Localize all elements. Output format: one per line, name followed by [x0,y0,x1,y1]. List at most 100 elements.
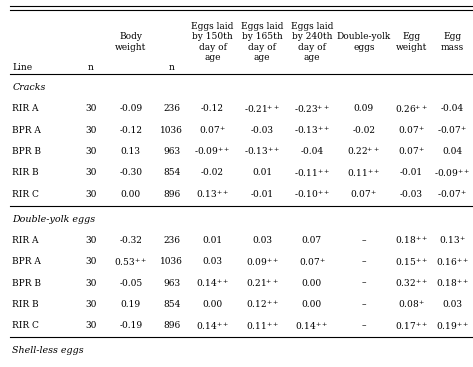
Text: 0.00: 0.00 [121,190,141,199]
Text: -0.02: -0.02 [201,168,224,177]
Text: 0.07$^{\mathregular{+}}$: 0.07$^{\mathregular{+}}$ [298,256,325,268]
Text: –: – [361,300,366,309]
Text: 30: 30 [85,300,96,309]
Text: Egg
weight: Egg weight [396,32,427,52]
Text: 963: 963 [163,147,180,156]
Text: -0.30: -0.30 [119,168,142,177]
Text: –: – [361,257,366,266]
Text: 0.22$^{\mathregular{++}}$: 0.22$^{\mathregular{++}}$ [347,146,380,157]
Text: 30: 30 [85,147,96,156]
Text: RIR C: RIR C [12,190,39,199]
Text: 854: 854 [163,168,180,177]
Text: -0.13$^{\mathregular{++}}$: -0.13$^{\mathregular{++}}$ [244,146,280,157]
Text: Cracks: Cracks [12,83,46,92]
Text: -0.13$^{\mathregular{++}}$: -0.13$^{\mathregular{++}}$ [294,124,330,136]
Text: 0.11$^{\mathregular{++}}$: 0.11$^{\mathregular{++}}$ [347,167,380,179]
Text: 0.07$^{\mathregular{+}}$: 0.07$^{\mathregular{+}}$ [350,188,377,200]
Text: 0.19$^{\mathregular{++}}$: 0.19$^{\mathregular{++}}$ [436,320,469,331]
Text: -0.07$^{\mathregular{+}}$: -0.07$^{\mathregular{+}}$ [437,124,467,136]
Text: -0.03: -0.03 [400,190,423,199]
Text: 0.09$^{\mathregular{++}}$: 0.09$^{\mathregular{++}}$ [245,256,279,268]
Text: 0.19: 0.19 [121,300,141,309]
Text: -0.32: -0.32 [119,236,142,245]
Text: –: – [361,236,366,245]
Text: RIR A: RIR A [12,236,39,245]
Text: 30: 30 [85,105,96,113]
Text: 30: 30 [85,236,96,245]
Text: 896: 896 [163,190,180,199]
Text: 30: 30 [85,279,96,288]
Text: 0.18$^{\mathregular{++}}$: 0.18$^{\mathregular{++}}$ [395,235,428,246]
Text: Eggs laid
by 240th
day of
age: Eggs laid by 240th day of age [291,22,333,62]
Text: 0.11$^{\mathregular{++}}$: 0.11$^{\mathregular{++}}$ [245,320,279,331]
Text: –: – [361,321,366,330]
Text: 854: 854 [163,300,180,309]
Text: 0.03: 0.03 [252,236,272,245]
Text: 0.21$^{\mathregular{++}}$: 0.21$^{\mathregular{++}}$ [245,277,279,289]
Text: 0.32$^{\mathregular{++}}$: 0.32$^{\mathregular{++}}$ [395,277,428,289]
Text: 0.17$^{\mathregular{++}}$: 0.17$^{\mathregular{++}}$ [395,320,428,331]
Text: 0.13: 0.13 [121,147,141,156]
Text: 0.18$^{\mathregular{++}}$: 0.18$^{\mathregular{++}}$ [436,277,469,289]
Text: Double-yolk eggs: Double-yolk eggs [12,215,96,224]
Text: RIR C: RIR C [12,321,39,330]
Text: 0.07$^{\mathregular{+}}$: 0.07$^{\mathregular{+}}$ [199,124,226,136]
Text: BPR A: BPR A [12,126,41,135]
Text: 0.01: 0.01 [202,236,223,245]
Text: -0.07$^{\mathregular{+}}$: -0.07$^{\mathregular{+}}$ [437,188,467,200]
Text: Eggs laid
by 150th
day of
age: Eggs laid by 150th day of age [191,22,234,62]
Text: 963: 963 [163,279,180,288]
Text: 0.53$^{\mathregular{++}}$: 0.53$^{\mathregular{++}}$ [114,256,148,268]
Text: 0.16$^{\mathregular{++}}$: 0.16$^{\mathregular{++}}$ [436,256,469,268]
Text: BPR B: BPR B [12,279,41,288]
Text: 236: 236 [163,105,180,113]
Text: 0.17$^{\mathregular{++}}$: 0.17$^{\mathregular{++}}$ [347,366,380,367]
Text: 0.15$^{\mathregular{++}}$: 0.15$^{\mathregular{++}}$ [395,256,428,268]
Text: 30: 30 [85,190,96,199]
Text: Line: Line [12,63,33,72]
Text: 30: 30 [85,126,96,135]
Text: -0.01: -0.01 [251,190,274,199]
Text: -0.21$^{\mathregular{++}}$: -0.21$^{\mathregular{++}}$ [244,103,280,115]
Text: 0.07$^{\mathregular{+}}$: 0.07$^{\mathregular{+}}$ [398,146,425,157]
Text: 1036: 1036 [160,257,183,266]
Text: 0.13$^{\mathregular{+}}$: 0.13$^{\mathregular{+}}$ [439,235,465,246]
Text: BPR A: BPR A [12,257,41,266]
Text: Body
weight: Body weight [115,32,147,52]
Text: Egg
mass: Egg mass [440,32,464,52]
Text: n: n [169,63,175,72]
Text: -0.09$^{\mathregular{++}}$: -0.09$^{\mathregular{++}}$ [194,146,231,157]
Text: 896: 896 [163,321,180,330]
Text: 0.26$^{\mathregular{++}}$: 0.26$^{\mathregular{++}}$ [395,103,428,115]
Text: 0.00: 0.00 [202,300,223,309]
Text: 0.08$^{\mathregular{+}}$: 0.08$^{\mathregular{+}}$ [398,298,425,310]
Text: 0.14$^{\mathregular{++}}$: 0.14$^{\mathregular{++}}$ [196,320,229,331]
Text: -0.10$^{\mathregular{++}}$: -0.10$^{\mathregular{++}}$ [294,188,330,200]
Text: -0.01: -0.01 [400,168,423,177]
Text: -0.09$^{\mathregular{++}}$: -0.09$^{\mathregular{++}}$ [434,167,470,179]
Text: -0.05: -0.05 [119,279,142,288]
Text: n: n [88,63,94,72]
Text: 30: 30 [85,257,96,266]
Text: -0.04: -0.04 [441,105,464,113]
Text: Shell-less eggs: Shell-less eggs [12,346,84,355]
Text: 0.00: 0.00 [302,279,322,288]
Text: 0.14$^{\mathregular{++}}$: 0.14$^{\mathregular{++}}$ [295,320,329,331]
Text: -0.23$^{\mathregular{++}}$: -0.23$^{\mathregular{++}}$ [294,103,330,115]
Text: –: – [361,279,366,288]
Text: 0.12$^{\mathregular{++}}$: 0.12$^{\mathregular{++}}$ [245,298,279,310]
Text: -0.11$^{\mathregular{++}}$: -0.11$^{\mathregular{++}}$ [294,167,330,179]
Text: 0.03: 0.03 [442,300,462,309]
Text: 30: 30 [85,321,96,330]
Text: -0.02: -0.02 [352,126,375,135]
Text: -0.12: -0.12 [201,105,224,113]
Text: 0.14$^{\mathregular{++}}$: 0.14$^{\mathregular{++}}$ [196,277,229,289]
Text: 0.07: 0.07 [302,236,322,245]
Text: 30: 30 [85,168,96,177]
Text: Double-yolk
eggs: Double-yolk eggs [337,32,391,52]
Text: 0.07$^{\mathregular{+}}$: 0.07$^{\mathregular{+}}$ [398,124,425,136]
Text: 0.01: 0.01 [252,168,272,177]
Text: -0.04: -0.04 [300,147,324,156]
Text: 0.09: 0.09 [354,105,374,113]
Text: 0.13$^{\mathregular{++}}$: 0.13$^{\mathregular{++}}$ [196,188,229,200]
